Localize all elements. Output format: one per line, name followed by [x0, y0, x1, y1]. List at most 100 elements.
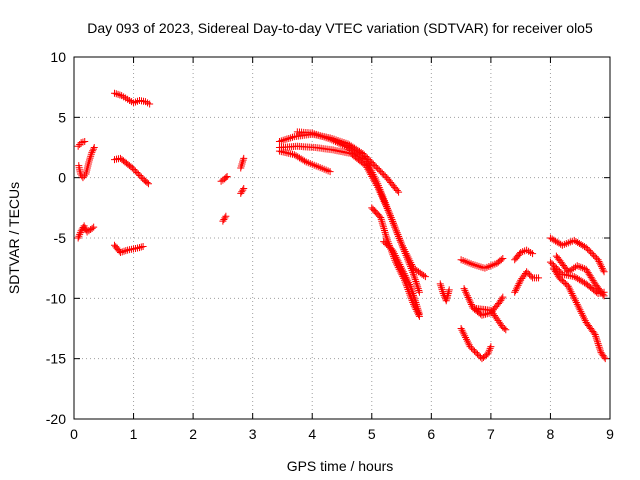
data-point-marker — [597, 261, 605, 269]
plot-frame — [73, 56, 611, 420]
series-arc-14 — [293, 128, 423, 296]
data-point-marker — [340, 142, 348, 150]
data-point-marker — [301, 157, 309, 165]
x-tick-label: 5 — [368, 426, 376, 442]
data-point-marker — [475, 352, 483, 360]
data-point-marker — [409, 270, 417, 278]
data-point-marker — [74, 142, 82, 150]
data-point-marker — [408, 288, 416, 296]
data-point-marker — [575, 262, 583, 270]
data-point-marker — [399, 268, 407, 276]
data-point-marker — [499, 293, 507, 301]
data-point-marker — [445, 286, 453, 294]
data-point-marker — [461, 332, 469, 340]
series-arc-04 — [110, 89, 154, 108]
data-point-marker — [76, 229, 84, 237]
data-point-marker — [285, 134, 293, 142]
series-arc-18 — [457, 255, 507, 272]
series-arc-01 — [74, 137, 89, 150]
data-point-marker — [283, 135, 291, 143]
data-point-marker — [571, 297, 579, 305]
data-point-marker — [411, 274, 419, 282]
series-arc-20 — [457, 325, 495, 363]
axis-ticks: 0 1 2 3 4 5 6 7 8 9 10 5 0 -5 -10 -15 -20 — [46, 49, 614, 442]
data-point-marker — [288, 133, 296, 141]
y-tick-label: -5 — [54, 230, 67, 246]
x-axis-label: GPS time / hours — [287, 458, 394, 474]
data-point-marker — [465, 295, 473, 303]
data-point-marker — [592, 332, 600, 340]
data-point-marker — [463, 337, 471, 345]
data-point-marker — [590, 329, 598, 337]
data-point-marker — [415, 286, 423, 294]
data-point-marker — [131, 167, 139, 175]
data-point-marker — [486, 344, 494, 352]
data-point-marker — [467, 300, 475, 308]
data-point-marker — [411, 295, 419, 303]
data-point-marker — [405, 279, 413, 287]
data-point-marker — [463, 292, 471, 300]
data-point-marker — [391, 251, 399, 259]
data-point-marker — [579, 313, 587, 321]
y-tick-label: 0 — [58, 170, 66, 186]
data-point-marker — [458, 326, 466, 334]
data-point-marker — [378, 219, 386, 227]
data-point-marker — [460, 285, 468, 293]
series-arc-23 — [511, 246, 537, 264]
data-point-marker — [398, 264, 406, 272]
data-point-marker — [565, 284, 573, 292]
data-point-marker — [144, 180, 152, 188]
data-point-marker — [466, 343, 474, 351]
series-arc-22 — [511, 268, 543, 296]
data-point-marker — [577, 308, 585, 316]
data-point-marker — [529, 250, 537, 258]
data-point-marker — [112, 90, 120, 98]
data-point-marker — [580, 315, 588, 323]
data-point-marker — [377, 168, 385, 176]
data-point-marker — [110, 89, 118, 97]
data-point-marker — [398, 266, 406, 274]
data-point-marker — [412, 299, 420, 307]
data-point-marker — [462, 334, 470, 342]
x-tick-label: 1 — [130, 426, 138, 442]
series-arc-26 — [552, 252, 608, 300]
data-point-marker — [570, 264, 578, 272]
data-point-marker — [514, 281, 522, 289]
data-point-marker — [463, 290, 471, 298]
data-point-marker — [527, 272, 535, 280]
data-point-marker — [146, 100, 154, 108]
data-point-marker — [596, 345, 604, 353]
data-point-marker — [574, 302, 582, 310]
data-point-marker — [462, 288, 470, 296]
data-point-marker — [593, 338, 601, 346]
data-point-marker — [337, 140, 345, 148]
data-point-marker — [437, 282, 445, 290]
data-point-marker — [511, 288, 519, 296]
data-point-marker — [459, 328, 467, 336]
series-arc-17 — [436, 280, 453, 305]
data-point-marker — [375, 166, 383, 174]
x-tick-label: 4 — [308, 426, 316, 442]
data-point-marker — [415, 288, 423, 296]
data-point-marker — [378, 169, 386, 177]
data-point-marker — [239, 186, 247, 194]
data-point-marker — [136, 172, 144, 180]
data-point-marker — [566, 286, 574, 294]
data-point-marker — [81, 137, 89, 145]
x-tick-label: 8 — [547, 426, 555, 442]
data-point-marker — [585, 247, 593, 255]
data-point-marker — [393, 187, 401, 195]
data-point-marker — [379, 221, 387, 229]
data-point-marker — [75, 232, 83, 240]
data-point-marker — [595, 257, 603, 265]
data-point-marker — [395, 259, 403, 267]
data-point-marker — [600, 268, 608, 276]
data-point-marker — [122, 247, 130, 255]
data-point-marker — [593, 336, 601, 344]
data-point-marker — [591, 331, 599, 339]
data-point-marker — [576, 306, 584, 314]
data-point-marker — [597, 263, 605, 271]
data-point-marker — [380, 225, 388, 233]
series-arc-21 — [469, 304, 510, 334]
data-point-marker — [240, 185, 248, 193]
